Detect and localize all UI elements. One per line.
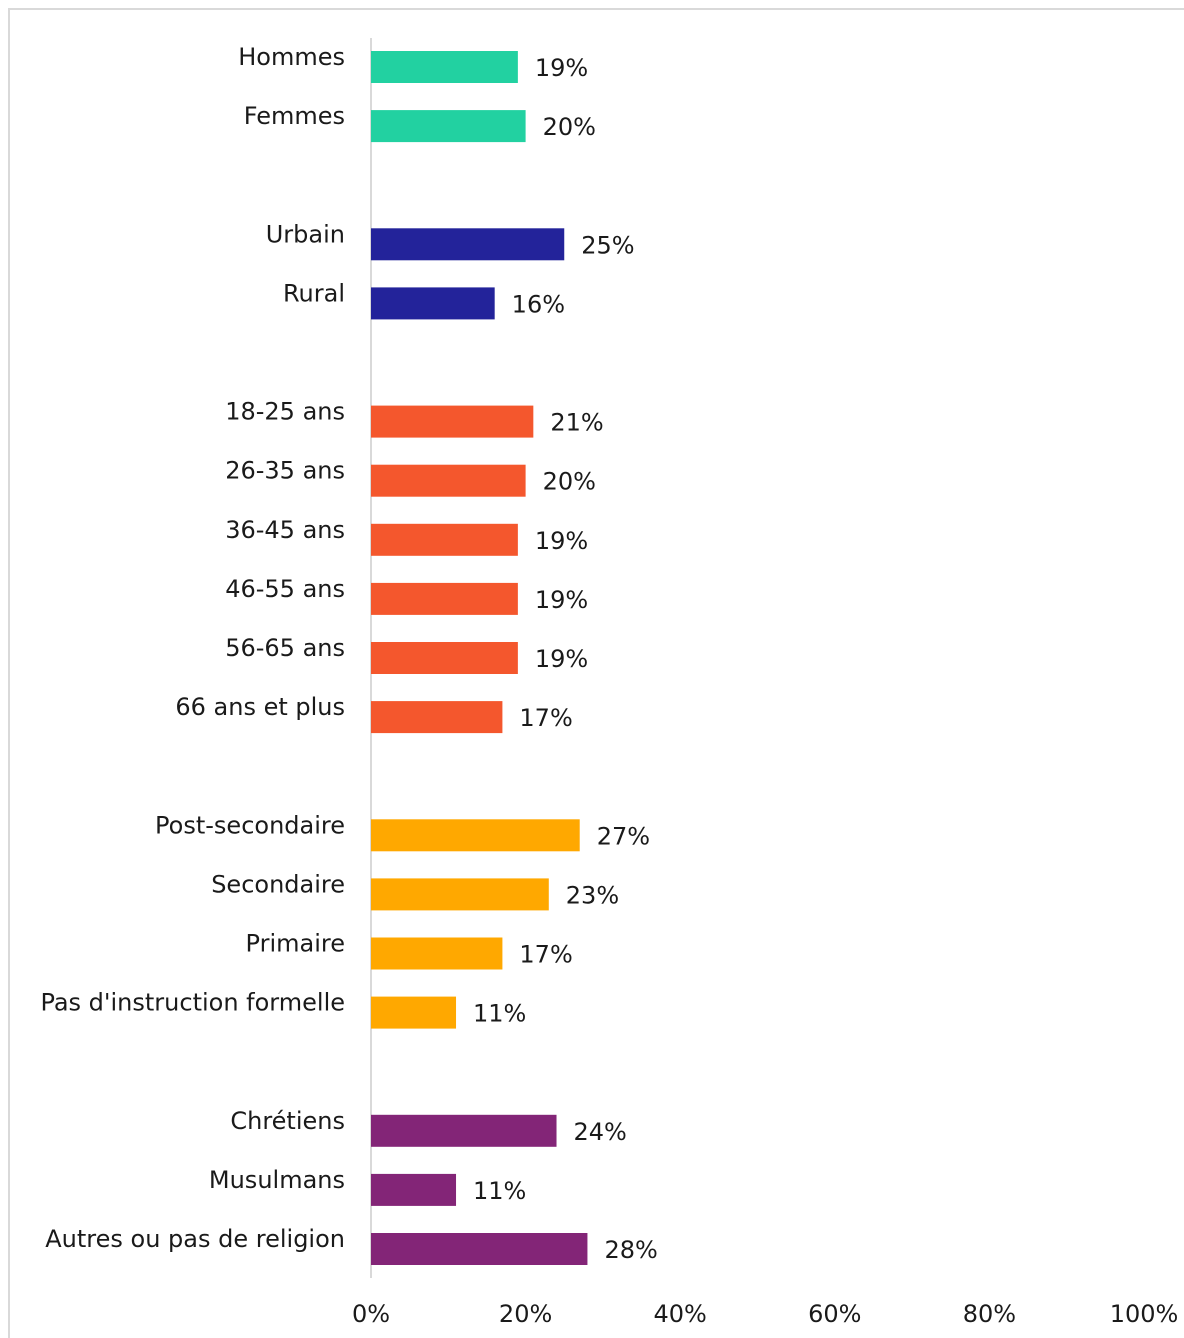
bar [371,996,457,1029]
category-label: 36-45 ans [225,516,345,544]
x-tick-label: 40% [654,1300,707,1328]
bar [371,1233,588,1265]
bar [371,701,503,734]
data-label: 23% [566,881,619,909]
category-label: 18-25 ans [225,398,345,426]
bar [371,464,526,497]
bar [371,582,518,615]
category-label: 46-55 ans [225,575,345,603]
category-label: Musulmans [209,1166,345,1194]
x-tick-label: 20% [499,1300,552,1328]
data-label: 19% [535,645,588,673]
bar [371,642,518,674]
data-label: 17% [519,941,572,969]
category-label: Rural [283,279,345,307]
data-label: 25% [581,231,634,259]
category-label: 66 ans et plus [175,693,345,721]
category-label: Pas d'instruction formelle [40,989,345,1017]
data-label: 11% [473,1000,526,1028]
bar [371,1173,457,1206]
bar [371,51,518,83]
category-label: Autres ou pas de religion [45,1225,345,1253]
data-label: 11% [473,1177,526,1205]
data-label: 19% [535,586,588,614]
data-label: 28% [604,1236,657,1264]
data-label: 20% [543,113,596,141]
x-tick-label: 100% [1110,1300,1179,1328]
data-label: 24% [574,1118,627,1146]
category-label: Chrétiens [230,1107,345,1135]
data-label: 19% [535,527,588,555]
x-tick-label: 0% [352,1300,390,1328]
data-label: 16% [512,290,565,318]
bar [371,110,526,143]
data-label: 17% [519,704,572,732]
bar [371,228,565,261]
bar [371,819,580,852]
data-label: 27% [597,822,650,850]
x-tick-label: 60% [808,1300,861,1328]
category-label: Femmes [244,102,345,130]
category-label: 26-35 ans [225,457,345,485]
category-label: Primaire [246,930,345,958]
bar [371,1114,557,1147]
category-label: Post-secondaire [155,811,345,839]
bar [371,523,518,556]
x-tick-label: 80% [963,1300,1016,1328]
category-label: Secondaire [211,870,345,898]
category-label: Urbain [266,220,345,248]
data-label: 21% [550,409,603,437]
bar [371,287,495,320]
data-label: 20% [543,468,596,496]
data-label: 19% [535,54,588,82]
bar [371,937,503,970]
category-label: 56-65 ans [225,634,345,662]
chart-frame [8,8,1184,1338]
bar [371,878,549,911]
bar [371,405,534,438]
category-label: Hommes [238,43,345,71]
